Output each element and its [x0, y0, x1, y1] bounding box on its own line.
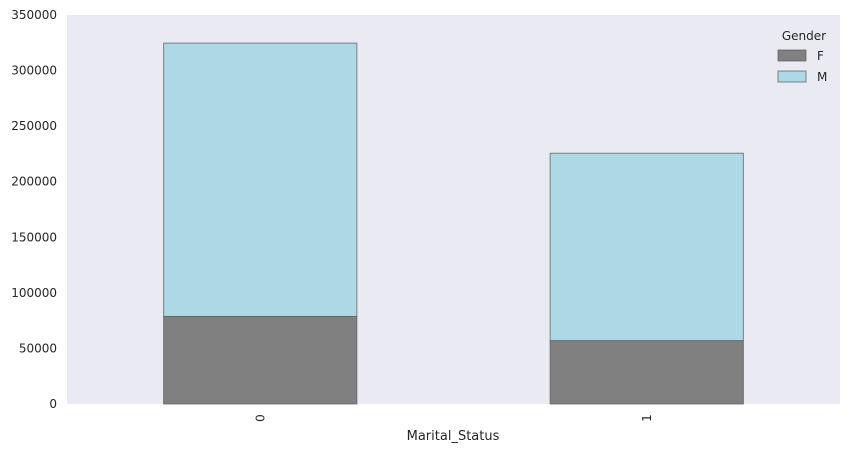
bar-m-1	[549, 152, 744, 342]
y-tick-label: 150000	[11, 230, 57, 244]
y-tick-label: 50000	[19, 341, 57, 355]
legend-label-m: M	[817, 70, 827, 84]
y-tick-label: 0	[49, 397, 57, 411]
bar-f-1	[549, 340, 744, 405]
y-tick-label: 100000	[11, 286, 57, 300]
legend-swatch-m	[777, 70, 807, 83]
x-tick-label: 0	[253, 414, 267, 422]
legend-title: Gender	[782, 29, 826, 43]
y-tick-label: 200000	[11, 175, 57, 189]
legend-swatch-f	[777, 49, 807, 62]
x-tick-label: 1	[640, 414, 654, 422]
y-tick-label: 250000	[11, 119, 57, 133]
y-tick-label: 300000	[11, 64, 57, 78]
bars	[163, 42, 744, 405]
bar-m-0	[163, 42, 358, 317]
x-axis-label: Marital_Status	[407, 429, 500, 444]
y-axis-ticks: 0 50000 100000 150000 200000 250000 300000 3500…	[11, 8, 57, 411]
legend-label-f: F	[817, 49, 824, 63]
y-tick-label: 350000	[11, 8, 57, 22]
legend: Gender FM	[777, 29, 827, 84]
bar-f-0	[163, 315, 358, 405]
